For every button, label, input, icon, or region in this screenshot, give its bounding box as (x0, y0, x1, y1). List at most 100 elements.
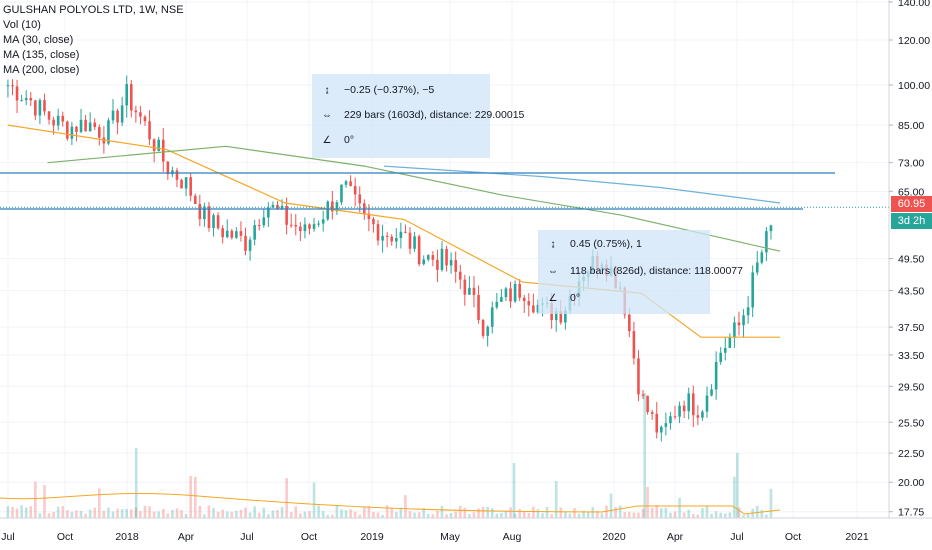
candle-body (235, 231, 238, 238)
candle-body (760, 252, 764, 263)
candle-body (632, 331, 636, 359)
candle-body (20, 100, 23, 102)
price-tick-label: 29.50 (898, 381, 924, 393)
volume-bar-spike (643, 393, 646, 518)
candle-body (733, 322, 736, 338)
candle-body (682, 405, 686, 412)
candle-body (390, 236, 394, 242)
candle-body (239, 231, 243, 236)
volume-bar (52, 511, 55, 518)
moving-average-lines (7, 124, 781, 338)
candle-body (6, 85, 10, 87)
candle-body (417, 236, 421, 265)
candle-body (363, 203, 366, 214)
candle-body (61, 115, 65, 122)
time-tick-label: Jul (240, 531, 253, 543)
price-tick-label: 73.00 (898, 158, 924, 170)
time-tick-label: Aug (503, 531, 522, 543)
volume-bar (216, 511, 220, 518)
volume-bar (139, 511, 142, 518)
price-tick-label: 49.50 (898, 254, 924, 266)
candle-body (660, 426, 663, 433)
angle-icon: ∠ (322, 134, 332, 146)
candle-body (134, 110, 138, 113)
volume-bar (746, 514, 750, 518)
volume-bar (125, 508, 129, 518)
volume-bar (650, 507, 654, 518)
volume-bar (655, 505, 659, 518)
volume-bar (481, 507, 485, 518)
candle-body (125, 84, 129, 106)
candle-body (79, 119, 83, 132)
candle-body (696, 415, 700, 418)
candle-body (637, 358, 640, 395)
current-price-badge: 60.95 (891, 196, 932, 212)
candle-body (751, 272, 754, 308)
volume-bar (299, 513, 302, 518)
candle-body (34, 100, 37, 116)
volume-bar (193, 476, 197, 518)
volume-bar (221, 509, 224, 518)
volume-bar (152, 511, 156, 518)
candle-body (481, 320, 485, 336)
volume-ma-path (0, 493, 781, 515)
candle-body (477, 294, 480, 321)
volume-bar (267, 514, 270, 518)
volume-bar (111, 511, 115, 518)
legend-vol: Vol (10) (3, 19, 41, 31)
volume-bar (500, 512, 503, 518)
volume-bar (513, 513, 517, 518)
volume-bar (591, 507, 595, 518)
volume-bar (184, 514, 188, 518)
candle-body (381, 235, 384, 241)
candle-body (532, 305, 535, 313)
time-tick-label: 2019 (360, 531, 384, 543)
candle-body (294, 225, 298, 227)
candle-body (308, 224, 311, 229)
volume-bar (458, 505, 462, 518)
volume-ma-line (0, 493, 781, 515)
volume-bar (618, 505, 622, 518)
volume-bar (723, 513, 727, 518)
candle-body (70, 126, 74, 139)
candle-body (701, 411, 704, 418)
candle-body (628, 314, 631, 332)
volume-bar (34, 481, 37, 518)
volume-bar (550, 514, 553, 518)
candle-body (737, 322, 741, 326)
volume-bar (522, 511, 526, 518)
candle-body (56, 115, 60, 126)
price-tick-label: 140.00 (898, 0, 930, 9)
volume-bar (714, 511, 718, 518)
volume-bar (248, 512, 252, 518)
candle-body (650, 412, 654, 414)
candle-body (349, 181, 352, 187)
candle-body (513, 284, 517, 302)
volume-bar (399, 507, 403, 518)
volume-bar (669, 512, 672, 518)
volume-bar (367, 506, 371, 518)
price-tick-label: 25.50 (898, 417, 924, 429)
volume-bars (6, 393, 773, 518)
volume-bar (628, 512, 631, 518)
candle-body (426, 255, 430, 260)
candle-body (203, 206, 206, 220)
price-tick-label: 120.00 (898, 35, 930, 47)
candle-body (710, 389, 713, 396)
volume-bar (308, 511, 311, 518)
volume-bar (289, 511, 293, 518)
price-tick-label: 33.50 (898, 350, 924, 362)
volume-bar (358, 514, 362, 518)
time-tick-label: Apr (178, 531, 195, 543)
candle-body (189, 177, 192, 196)
volume-bar (66, 510, 69, 518)
candle-body (98, 127, 101, 138)
volume-bar (431, 514, 435, 518)
volume-bar (719, 512, 723, 518)
volume-bar (559, 507, 563, 518)
volume-bar (253, 506, 256, 518)
volume-bar (394, 512, 398, 518)
volume-bar (29, 506, 33, 518)
